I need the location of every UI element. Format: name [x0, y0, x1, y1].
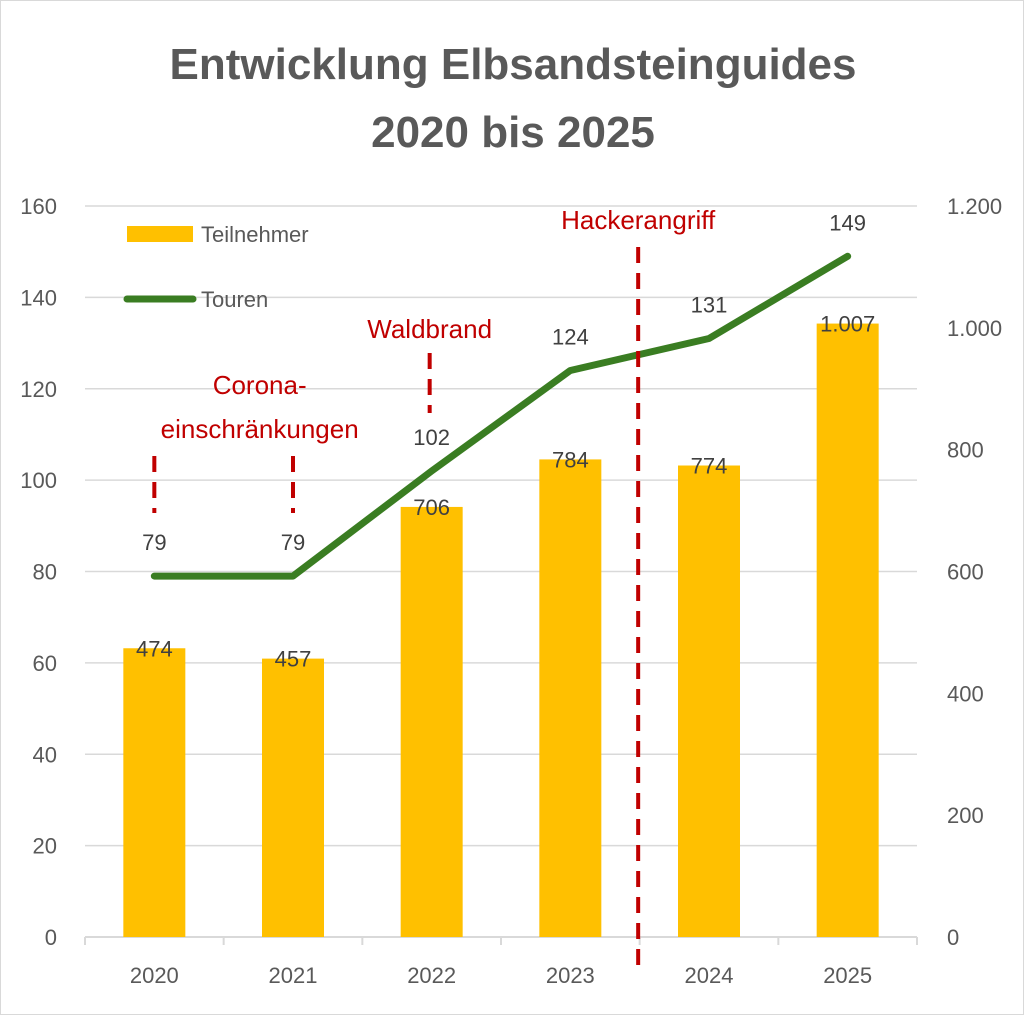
- x-axis-tick-label: 2023: [546, 963, 595, 988]
- bar-data-label: 784: [552, 447, 589, 472]
- bar-teilnehmer-2023: [539, 459, 601, 937]
- annotation-corona-line-2: einschränkungen: [161, 414, 359, 444]
- legend-label-teilnehmer: Teilnehmer: [201, 222, 309, 247]
- legend-label-touren: Touren: [201, 287, 268, 312]
- bar-data-label: 457: [275, 647, 312, 672]
- line-data-label: 79: [281, 530, 305, 555]
- right-axis-tick-label: 200: [947, 803, 984, 828]
- line-data-label: 149: [829, 210, 866, 235]
- line-data-label: 79: [142, 530, 166, 555]
- bar-teilnehmer-2020: [123, 648, 185, 937]
- left-axis-tick-label: 40: [33, 742, 57, 767]
- left-axis-tick-label: 140: [20, 285, 57, 310]
- annotation-hackerangriff: Hackerangriff: [561, 205, 716, 235]
- x-axis-tick-label: 2020: [130, 963, 179, 988]
- annotation-waldbrand: Waldbrand: [367, 314, 492, 344]
- x-axis-tick-label: 2025: [823, 963, 872, 988]
- left-axis-tick-label: 100: [20, 468, 57, 493]
- right-axis-tick-label: 1.000: [947, 316, 1002, 341]
- right-axis-tick-label: 800: [947, 438, 984, 463]
- right-axis-tick-label: 1.200: [947, 194, 1002, 219]
- x-axis-tick-label: 2021: [269, 963, 318, 988]
- bar-teilnehmer-2024: [678, 466, 740, 937]
- chart-title-line-2: 2020 bis 2025: [371, 108, 655, 157]
- bar-teilnehmer-2025: [817, 324, 879, 937]
- annotation-corona-line-1: Corona-: [213, 370, 307, 400]
- right-axis-tick-label: 400: [947, 681, 984, 706]
- chart-title-line-1: Entwicklung Elbsandsteinguides: [170, 40, 857, 89]
- bar-teilnehmer-2022: [401, 507, 463, 937]
- left-axis-tick-label: 80: [33, 560, 57, 585]
- left-axis-tick-label: 20: [33, 834, 57, 859]
- left-axis-tick-label: 0: [45, 925, 57, 950]
- bar-data-label: 1.007: [820, 312, 875, 337]
- left-axis-tick-label: 120: [20, 377, 57, 402]
- bar-data-label: 706: [413, 495, 450, 520]
- legend-swatch-teilnehmer: [127, 226, 193, 242]
- left-axis-tick-label: 160: [20, 194, 57, 219]
- x-axis-tick-label: 2024: [685, 963, 734, 988]
- right-axis-tick-label: 600: [947, 560, 984, 585]
- bar-teilnehmer-2021: [262, 659, 324, 937]
- left-axis-tick-label: 60: [33, 651, 57, 676]
- bar-data-label: 774: [691, 454, 728, 479]
- x-axis-tick-label: 2022: [407, 963, 456, 988]
- line-data-label: 131: [691, 292, 728, 317]
- bar-data-label: 474: [136, 636, 173, 661]
- right-axis-tick-label: 0: [947, 925, 959, 950]
- line-data-label: 124: [552, 324, 589, 349]
- line-data-label: 102: [413, 425, 450, 450]
